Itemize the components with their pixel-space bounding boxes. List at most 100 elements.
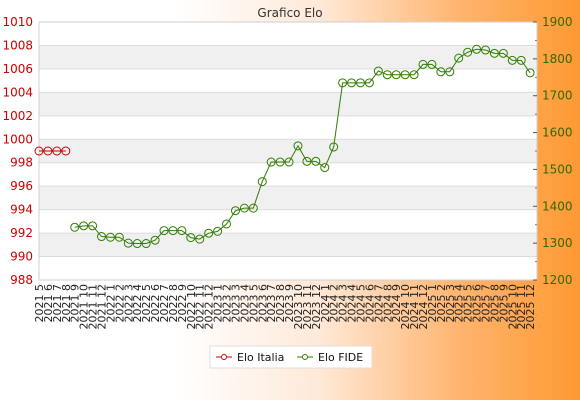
series-group <box>34 146 71 156</box>
grid-band <box>39 92 537 116</box>
x-tick-label: 2023 5 <box>247 284 260 323</box>
data-point <box>195 234 205 244</box>
data-point <box>61 146 71 156</box>
data-point <box>418 59 428 69</box>
x-tick-label: 2024 1 <box>319 284 332 323</box>
data-point <box>463 47 473 57</box>
grid-band <box>39 256 537 280</box>
x-tick-label: 2023 12 <box>310 284 323 330</box>
data-point <box>427 59 437 69</box>
x-tick-label: 2025 12 <box>524 284 537 330</box>
data-point <box>338 78 348 88</box>
data-point <box>293 141 303 151</box>
data-point <box>320 163 330 173</box>
y-left-tick-label: 998 <box>10 156 33 170</box>
data-point <box>222 219 232 229</box>
y-left-tick-label: 994 <box>10 203 33 217</box>
grid-band <box>39 22 537 46</box>
y-left-tick-label: 988 <box>10 273 33 287</box>
x-tick-label: 2025 8 <box>488 284 501 323</box>
y-right-tick-label: 1500 <box>542 162 573 176</box>
data-point <box>114 232 124 242</box>
x-tick-label: 2025 1 <box>426 284 439 323</box>
x-tick-label: 2021 12 <box>96 284 109 330</box>
legend-label-italia: Elo Italia <box>237 351 284 364</box>
y-left-tick-label: 992 <box>10 226 33 240</box>
x-tick-label: 2021 7 <box>51 284 64 323</box>
data-point <box>79 221 89 231</box>
x-tick-label: 2022 12 <box>203 284 216 330</box>
grid-band <box>39 186 537 210</box>
x-tick-label: 2022 6 <box>149 284 162 323</box>
x-tick-label: 2025 2 <box>435 284 448 323</box>
x-tick-label: 2023 9 <box>283 284 296 323</box>
y-left-tick-label: 990 <box>10 250 33 264</box>
data-point <box>159 226 169 236</box>
data-point <box>284 157 294 167</box>
y-axis-left: 988 990 992 994 996 998 1000 1002 1004 1006 1008 10… <box>2 15 33 287</box>
y-left-tick-label: 1000 <box>2 132 33 146</box>
y-left-tick-label: 996 <box>10 179 33 193</box>
data-point <box>257 177 267 187</box>
x-tick-label: 2023 3 <box>229 284 242 323</box>
x-tick-label: 2022 7 <box>158 284 171 323</box>
data-point <box>168 226 178 236</box>
x-tick-label: 2025 6 <box>471 284 484 323</box>
data-point <box>489 48 499 58</box>
x-tick-label: 2022 1 <box>104 284 117 323</box>
x-tick-label: 2025 7 <box>480 284 493 323</box>
data-point <box>150 235 160 245</box>
y-left-tick-label: 1004 <box>2 85 33 99</box>
y-left-tick-label: 1008 <box>2 38 33 52</box>
x-tick-label: 2021 8 <box>60 284 73 323</box>
data-point <box>516 55 526 65</box>
data-point <box>498 48 508 58</box>
data-point <box>436 67 446 77</box>
grid-band <box>39 115 537 140</box>
x-tick-label: 2024 6 <box>363 284 376 323</box>
data-point <box>391 70 401 80</box>
x-tick-label: 2022 4 <box>131 284 144 323</box>
data-point <box>311 156 321 166</box>
chart-title: Grafico Elo <box>257 6 322 20</box>
data-point <box>186 233 196 243</box>
x-tick-label: 2023 6 <box>256 284 269 323</box>
data-point <box>43 146 53 156</box>
y-right-tick-label: 1800 <box>542 52 573 66</box>
data-point <box>105 232 115 242</box>
legend: Elo Italia Elo FIDE <box>209 345 373 369</box>
x-tick-label: 2022 11 <box>194 284 207 330</box>
x-tick-label: 2024 2 <box>328 284 341 323</box>
data-point <box>97 232 107 242</box>
x-tick-label: 2021 9 <box>69 284 82 323</box>
grid-band <box>39 209 537 234</box>
x-tick-label: 2024 11 <box>408 284 421 330</box>
grid-band <box>39 68 537 93</box>
x-tick-label: 2024 7 <box>372 284 385 323</box>
data-point <box>525 68 535 78</box>
data-point <box>248 203 258 213</box>
data-point <box>123 238 133 248</box>
series-line <box>74 48 531 245</box>
legend-label-fide: Elo FIDE <box>318 351 363 364</box>
grid-band <box>39 45 537 69</box>
data-point <box>34 146 44 156</box>
grid-band <box>39 233 537 257</box>
data-point <box>204 228 214 238</box>
data-point <box>141 239 151 249</box>
x-tick-label: 2021 6 <box>42 284 55 323</box>
x-tick-label: 2024 3 <box>337 284 350 323</box>
data-point <box>409 70 419 80</box>
y-right-tick-label: 1700 <box>542 89 573 103</box>
x-tick-label: 2025 11 <box>515 284 528 330</box>
data-point <box>177 226 187 236</box>
x-tick-label: 2025 3 <box>444 284 457 323</box>
x-tick-label: 2023 11 <box>301 284 314 330</box>
data-point <box>213 226 223 236</box>
y-left-tick-label: 1010 <box>2 15 33 29</box>
x-tick-label: 2024 12 <box>417 284 430 330</box>
data-point <box>329 142 339 152</box>
data-point <box>302 156 312 166</box>
